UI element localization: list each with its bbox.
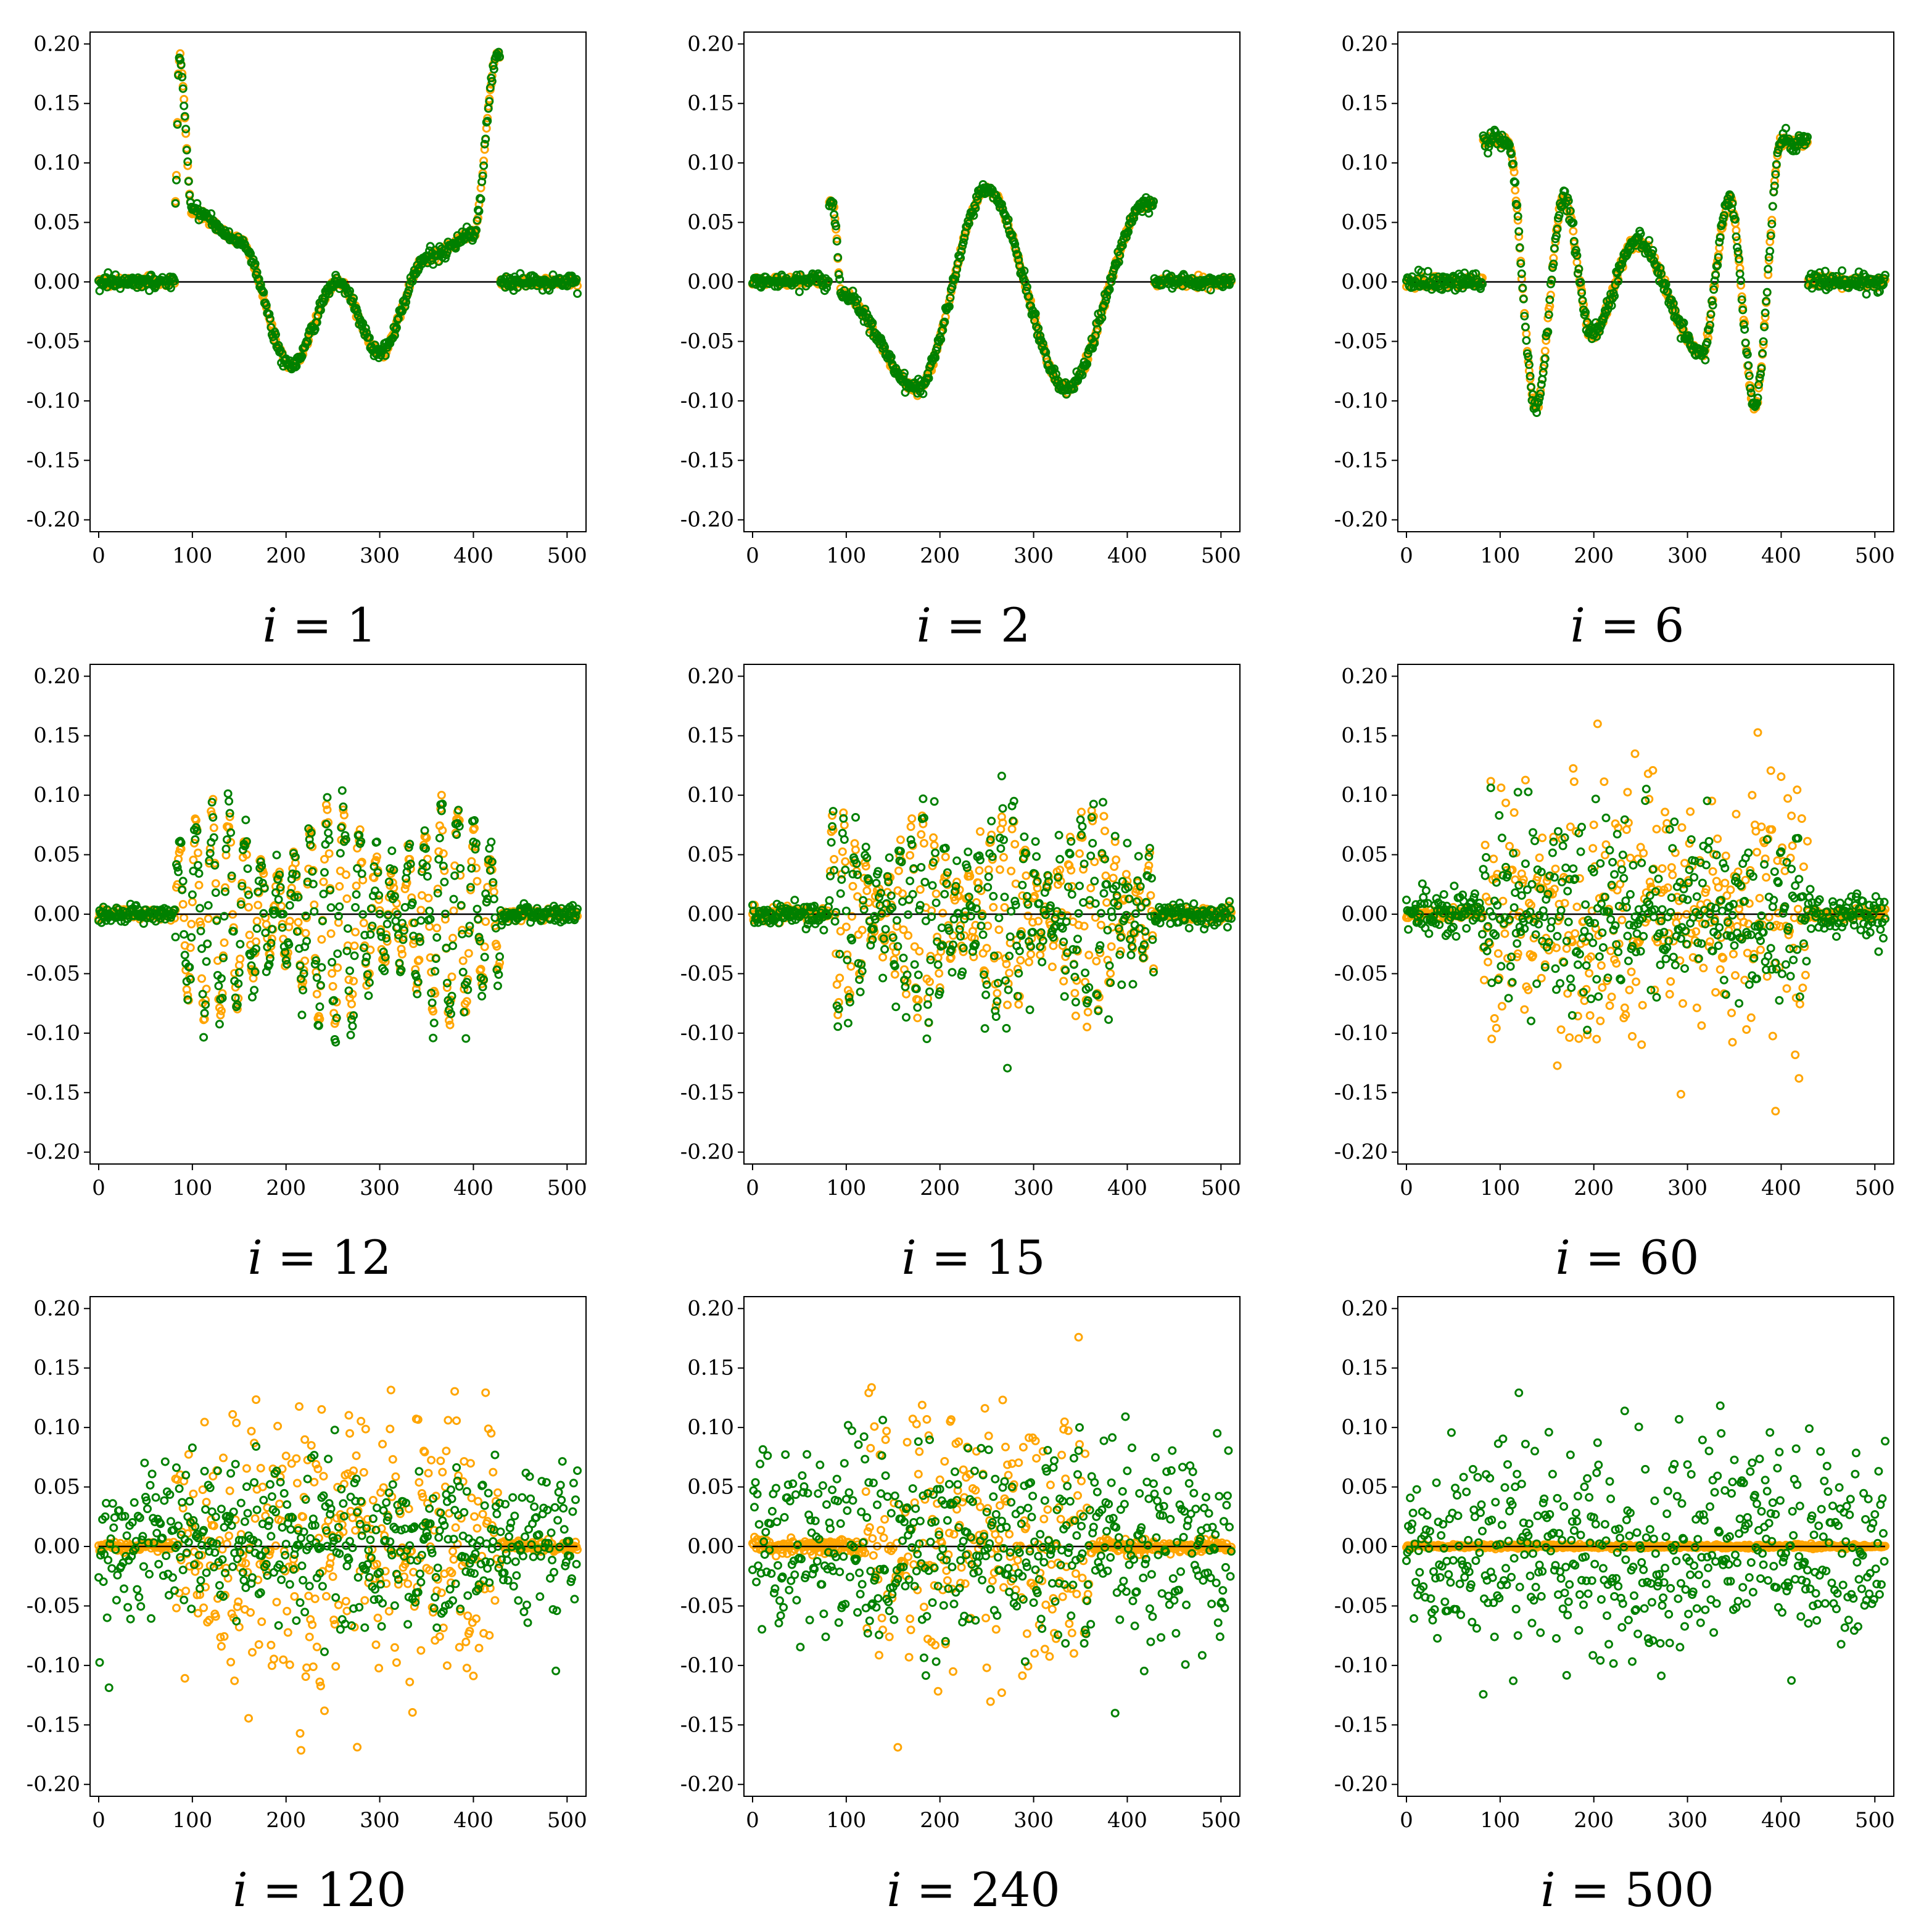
y-tick-label: -0.10	[680, 389, 734, 413]
caption-equals: =	[263, 1230, 332, 1285]
x-tick-label: 200	[920, 1176, 960, 1200]
y-tick-label: -0.20	[1334, 508, 1388, 532]
y-tick-label: -0.05	[1334, 329, 1388, 353]
y-tick-label: -0.15	[680, 448, 734, 473]
x-tick-label: 0	[1400, 543, 1413, 568]
x-tick-label: 400	[453, 1176, 493, 1200]
x-tick-label: 200	[1574, 543, 1614, 568]
y-tick-label: 0.05	[33, 843, 80, 867]
y-tick-label: 0.15	[1341, 91, 1388, 116]
y-tick-label: -0.05	[680, 961, 734, 986]
x-tick-label: 500	[1201, 1176, 1241, 1200]
x-tick-label: 100	[826, 1176, 866, 1200]
y-tick-label: -0.15	[1334, 448, 1388, 473]
x-tick-label: 0	[746, 1176, 759, 1200]
y-tick-label: -0.05	[27, 329, 80, 353]
x-tick-label: 0	[746, 543, 759, 568]
x-tick-label: 300	[360, 543, 400, 568]
y-tick-label: 0.10	[687, 783, 734, 807]
x-tick-label: 300	[360, 1176, 400, 1200]
y-tick-label: 0.00	[33, 902, 80, 927]
caption-value: 2	[1001, 598, 1030, 653]
x-tick-label: 400	[1761, 543, 1801, 568]
x-tick-label: 500	[1855, 543, 1895, 568]
y-tick-label: -0.20	[27, 1140, 80, 1165]
y-tick-label: 0.10	[33, 151, 80, 175]
y-tick-label: 0.15	[33, 724, 80, 748]
y-tick-label: 0.15	[687, 724, 734, 748]
x-tick-label: 100	[172, 543, 212, 568]
y-tick-label: 0.15	[33, 91, 80, 116]
x-tick-label: 300	[1014, 1176, 1054, 1200]
caption-variable: i	[917, 598, 931, 653]
caption-value: 6	[1654, 598, 1684, 653]
x-tick-label: 400	[1107, 543, 1147, 568]
caption-variable: i	[247, 1230, 262, 1285]
caption-equals: =	[278, 598, 347, 653]
y-tick-label: 0.05	[687, 843, 734, 867]
x-tick-label: 200	[920, 543, 960, 568]
y-tick-label: 0.00	[33, 270, 80, 294]
y-tick-label: -0.15	[27, 448, 80, 473]
chart-panel-1: 0.20 0.15 0.10 0.05 0.00 -0.05 -0.10 -0.15 -0.20…	[10, 26, 592, 667]
caption-variable: i	[263, 598, 278, 653]
y-tick-label: 0.20	[687, 664, 734, 688]
y-tick-label: -0.15	[27, 1080, 80, 1105]
x-tick-label: 300	[1014, 543, 1054, 568]
y-tick-label: -0.10	[27, 389, 80, 413]
y-tick-label: 0.10	[1341, 151, 1388, 175]
y-tick-label: 0.05	[1341, 210, 1388, 235]
y-tick-label: 0.10	[33, 783, 80, 807]
y-tick-label: 0.05	[687, 210, 734, 235]
x-tick-label: 400	[453, 543, 493, 568]
x-tick-label: 400	[1107, 1176, 1147, 1200]
caption-equals: =	[1585, 598, 1654, 653]
y-tick-label: 0.15	[687, 91, 734, 116]
y-tick-label: 0.10	[687, 151, 734, 175]
x-tick-label: 0	[92, 1176, 105, 1200]
y-tick-label: 0.00	[1341, 270, 1388, 294]
y-tick-label: 0.20	[1341, 31, 1388, 56]
y-tick-label: -0.15	[680, 1080, 734, 1105]
caption-value: 1	[347, 598, 376, 653]
x-tick-label: 100	[1480, 543, 1520, 568]
y-tick-label: -0.10	[1334, 389, 1388, 413]
y-tick-label: -0.05	[27, 961, 80, 986]
panel-caption: i = 1	[263, 598, 377, 653]
y-tick-label: -0.20	[27, 508, 80, 532]
x-tick-label: 200	[266, 1176, 306, 1200]
chart-panel-4: 0.20 0.15 0.10 0.05 0.00 -0.05 -0.10 -0.15 -0.20…	[10, 658, 592, 1300]
y-tick-label: 0.20	[33, 664, 80, 688]
x-tick-label: 500	[547, 543, 587, 568]
x-tick-label: 500	[1201, 543, 1241, 568]
x-tick-label: 100	[172, 1176, 212, 1200]
panel-caption: i = 2	[917, 598, 1031, 653]
panel-caption: i = 6	[1571, 598, 1685, 653]
chart-panel-3: 0.20 0.15 0.10 0.05 0.00 -0.05 -0.10 -0.15 -0.20…	[1318, 26, 1900, 667]
caption-equals: =	[931, 598, 1001, 653]
panel-caption: i = 12	[247, 1230, 391, 1285]
y-tick-label: -0.05	[680, 329, 734, 353]
x-tick-label: 500	[547, 1176, 587, 1200]
caption-value: 12	[332, 1230, 392, 1285]
chart-panel-2: 0.20 0.15 0.10 0.05 0.00 -0.05 -0.10 -0.15 -0.20…	[664, 26, 1246, 667]
y-tick-label: -0.10	[680, 1021, 734, 1046]
y-tick-label: 0.00	[687, 902, 734, 927]
y-tick-label: -0.10	[27, 1021, 80, 1046]
x-tick-label: 300	[1667, 543, 1707, 568]
y-tick-label: 0.05	[33, 210, 80, 235]
chart-panel-5: 0.20 0.15 0.10 0.05 0.00 -0.05 -0.10 -0.15 -0.20…	[664, 658, 1246, 1300]
x-tick-label: 100	[826, 543, 866, 568]
y-tick-label: -0.20	[680, 1140, 734, 1165]
y-tick-label: 0.20	[33, 31, 80, 56]
y-tick-label: 0.20	[687, 31, 734, 56]
y-tick-label: -0.20	[680, 508, 734, 532]
x-tick-label: 0	[92, 543, 105, 568]
y-tick-label: 0.00	[687, 270, 734, 294]
caption-variable: i	[1571, 598, 1585, 653]
x-tick-label: 200	[266, 543, 306, 568]
